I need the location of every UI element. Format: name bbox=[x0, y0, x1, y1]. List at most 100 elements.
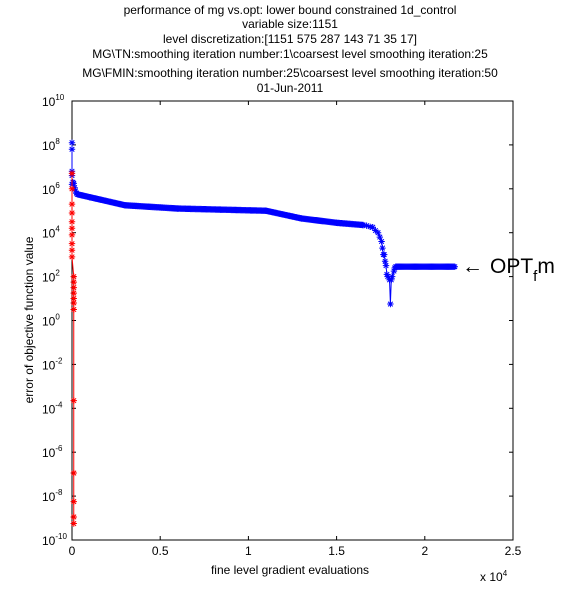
x-axis-multiplier: x 104 bbox=[480, 569, 508, 584]
x-axis-multiplier-base: x 10 bbox=[480, 570, 503, 584]
opt-annotation: ← OPTfm bbox=[462, 255, 555, 285]
star-marker bbox=[378, 238, 385, 245]
star-marker bbox=[70, 295, 77, 302]
annotation-arrow: ← bbox=[462, 255, 483, 278]
y-tick-label-exp: -4 bbox=[55, 400, 63, 409]
y-tick-label: 10-4 bbox=[42, 400, 63, 416]
x-tick-label: 1 bbox=[245, 544, 252, 558]
star-marker bbox=[376, 233, 384, 241]
y-tick-label-exp: 6 bbox=[55, 181, 60, 190]
star-marker bbox=[68, 209, 76, 217]
y-tick-label-base: 10 bbox=[42, 315, 56, 329]
annotation-label-tail: m bbox=[537, 255, 555, 278]
star-marker bbox=[70, 469, 77, 477]
x-tick-label: 0.5 bbox=[152, 544, 169, 558]
star-marker bbox=[68, 247, 76, 254]
x-tick-label: 2 bbox=[421, 544, 428, 558]
x-tick-label: 2.5 bbox=[505, 544, 522, 558]
y-tick-label: 100 bbox=[42, 313, 60, 329]
title-line-5: MG\FMIN:smoothing iteration number:25\co… bbox=[82, 66, 498, 80]
y-tick-label: 104 bbox=[42, 225, 60, 241]
star-marker bbox=[390, 267, 398, 275]
data-series bbox=[68, 139, 458, 527]
star-marker bbox=[374, 229, 382, 236]
star-marker bbox=[68, 218, 76, 225]
annotation-label-sub: f bbox=[533, 268, 538, 285]
y-tick-label-base: 10 bbox=[42, 183, 56, 197]
y-tick-label-base: 10 bbox=[42, 402, 56, 416]
star-marker bbox=[70, 180, 77, 187]
y-tick-label: 10-6 bbox=[42, 444, 63, 460]
star-marker bbox=[387, 300, 394, 308]
y-tick-label-exp: -6 bbox=[55, 444, 63, 453]
star-marker bbox=[68, 139, 76, 146]
series-2 bbox=[68, 170, 77, 527]
star-marker bbox=[70, 498, 77, 505]
star-marker bbox=[70, 306, 77, 313]
y-tick-label-base: 10 bbox=[42, 534, 56, 548]
y-tick-label-base: 10 bbox=[42, 139, 56, 153]
star-marker bbox=[451, 263, 458, 270]
star-marker bbox=[382, 262, 390, 269]
star-marker bbox=[381, 251, 388, 258]
star-marker bbox=[72, 187, 79, 195]
series-1 bbox=[68, 139, 458, 308]
y-tick-label-exp: -8 bbox=[55, 488, 63, 497]
star-marker bbox=[70, 299, 77, 307]
x-tick-label: 1.5 bbox=[328, 544, 345, 558]
title-line-4: MG\TN:smoothing iteration number:1\coars… bbox=[92, 47, 488, 61]
star-marker bbox=[68, 225, 76, 232]
star-marker bbox=[70, 513, 77, 521]
star-marker bbox=[359, 221, 367, 229]
star-marker bbox=[388, 273, 396, 280]
title-line-2: variable size:1151 bbox=[242, 17, 338, 31]
y-tick-label-exp: -10 bbox=[55, 532, 67, 541]
star-marker bbox=[379, 244, 386, 252]
star-marker bbox=[388, 276, 395, 284]
star-marker bbox=[381, 258, 389, 265]
x-axis-label: fine level gradient evaluations bbox=[211, 563, 369, 577]
title-line-1: performance of mg vs.opt: lower bound co… bbox=[124, 3, 457, 17]
y-tick-label-base: 10 bbox=[42, 358, 56, 372]
y-tick-label: 10-10 bbox=[42, 532, 67, 548]
x-tick-label: 0 bbox=[69, 544, 76, 558]
y-tick-label: 1010 bbox=[42, 93, 65, 109]
y-tick-label-exp: 2 bbox=[55, 269, 60, 278]
y-tick-label-exp: -2 bbox=[55, 356, 63, 365]
star-marker bbox=[68, 146, 76, 153]
star-marker bbox=[70, 278, 77, 286]
y-tick-label: 106 bbox=[42, 181, 60, 197]
star-marker bbox=[71, 184, 78, 191]
star-marker bbox=[369, 224, 376, 231]
star-marker bbox=[68, 200, 76, 208]
star-marker bbox=[70, 520, 77, 527]
y-tick-label-exp: 8 bbox=[55, 137, 60, 146]
y-tick-label-base: 10 bbox=[42, 446, 56, 460]
title-line-6: 01-Jun-2011 bbox=[257, 81, 324, 95]
annotation-label-main: OPT bbox=[490, 255, 533, 278]
y-tick-label-base: 10 bbox=[42, 271, 56, 285]
y-tick-label-base: 10 bbox=[42, 95, 56, 109]
star-marker bbox=[384, 273, 391, 280]
star-marker bbox=[383, 271, 391, 278]
star-marker bbox=[70, 284, 77, 291]
star-marker bbox=[68, 253, 76, 261]
y-tick-label: 102 bbox=[42, 269, 60, 285]
title-line-3: level discretization:[1151 575 287 143 7… bbox=[163, 32, 417, 46]
star-marker bbox=[70, 273, 77, 280]
y-tick-label: 108 bbox=[42, 137, 60, 153]
star-marker bbox=[68, 185, 76, 192]
y-tick-label-exp: 0 bbox=[55, 313, 60, 322]
axis-ticks: 0 0.5 1 1.5 2 2.510-1010-810-610-410-21001021… bbox=[42, 93, 522, 558]
y-tick-label-exp: 10 bbox=[55, 93, 64, 102]
star-marker bbox=[363, 222, 370, 229]
star-marker bbox=[68, 231, 76, 239]
y-tick-label-base: 10 bbox=[42, 227, 56, 241]
star-marker bbox=[68, 170, 76, 177]
star-marker bbox=[68, 240, 76, 247]
star-marker bbox=[70, 289, 77, 297]
y-axis-label: error of objective function value bbox=[22, 236, 36, 403]
y-tick-label-exp: 4 bbox=[55, 225, 60, 234]
chart-title: performance of mg vs.opt: lower bound co… bbox=[82, 3, 498, 95]
